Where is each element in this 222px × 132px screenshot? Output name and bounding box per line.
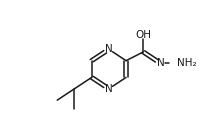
- Text: N: N: [105, 44, 113, 54]
- Text: N: N: [105, 84, 113, 94]
- Text: NH₂: NH₂: [177, 58, 196, 68]
- Text: N: N: [157, 58, 164, 68]
- Text: OH: OH: [135, 30, 151, 40]
